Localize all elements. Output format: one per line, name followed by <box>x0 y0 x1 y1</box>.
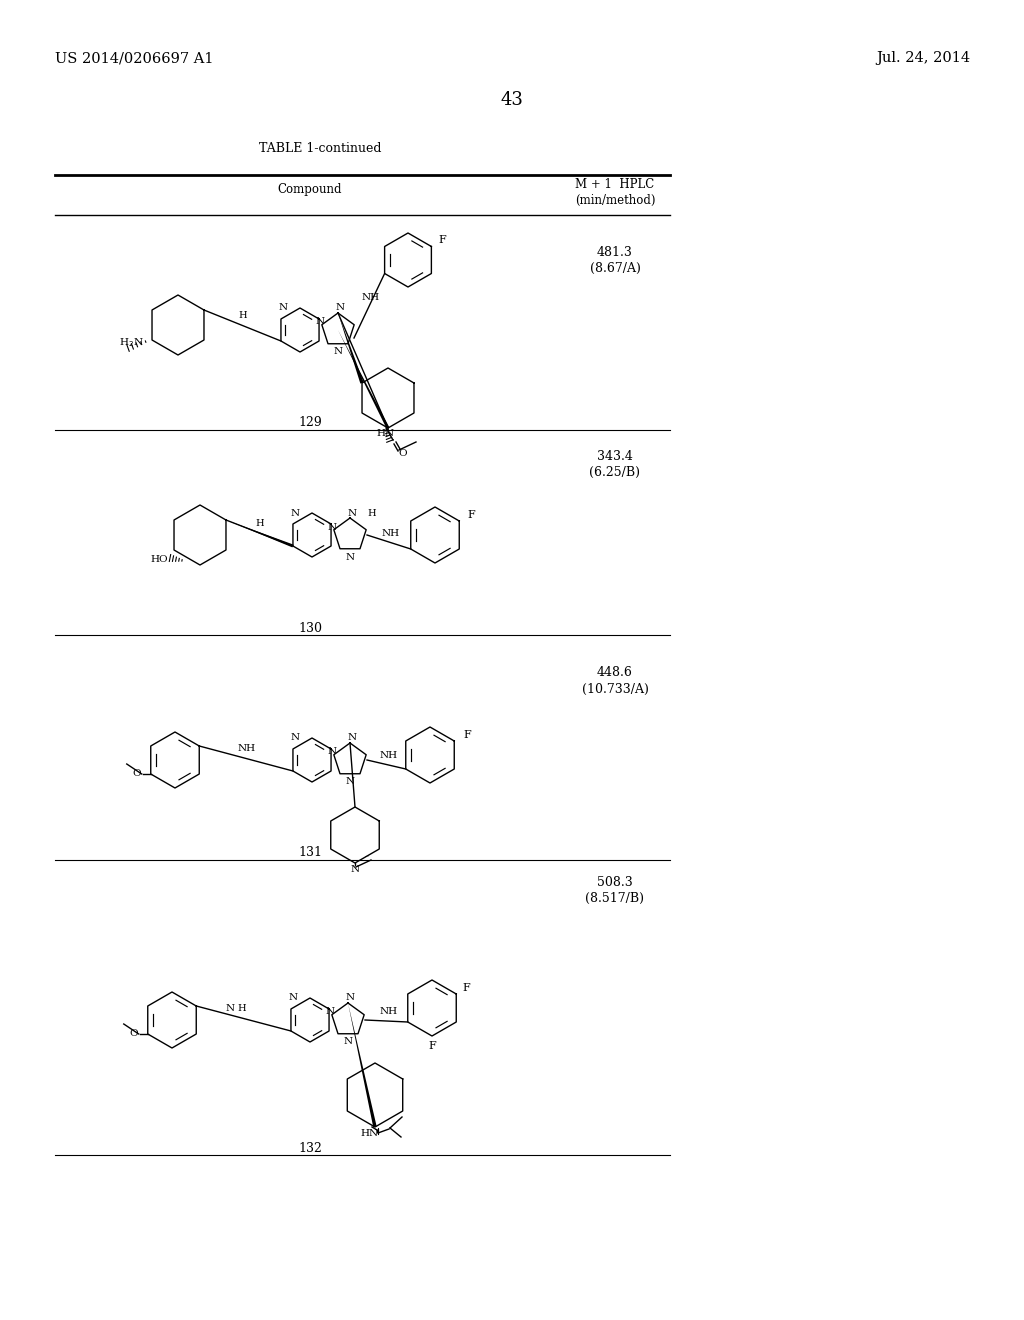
Text: 130: 130 <box>298 622 322 635</box>
Text: 343.4: 343.4 <box>597 450 633 462</box>
Text: H: H <box>368 508 376 517</box>
Text: 508.3: 508.3 <box>597 875 633 888</box>
Text: N: N <box>289 994 298 1002</box>
Text: F: F <box>467 510 475 520</box>
Text: H: H <box>239 312 247 319</box>
Text: NH: NH <box>379 751 397 760</box>
Text: H: H <box>238 1005 246 1012</box>
Text: 129: 129 <box>298 417 322 429</box>
Text: N: N <box>345 994 354 1002</box>
Text: N: N <box>350 866 359 874</box>
Text: (10.733/A): (10.733/A) <box>582 682 648 696</box>
Text: N: N <box>334 347 343 356</box>
Text: Jul. 24, 2014: Jul. 24, 2014 <box>876 51 970 65</box>
Text: HN: HN <box>360 1130 379 1138</box>
Text: 481.3: 481.3 <box>597 246 633 259</box>
Text: F: F <box>463 730 471 741</box>
Text: O: O <box>129 1030 138 1039</box>
Text: N: N <box>279 304 288 313</box>
Polygon shape <box>338 313 364 384</box>
Text: N: N <box>336 304 344 313</box>
Text: F: F <box>438 235 445 246</box>
Text: HN: HN <box>377 429 395 437</box>
Text: F: F <box>462 983 470 993</box>
Text: 132: 132 <box>298 1142 322 1155</box>
Text: TABLE 1-continued: TABLE 1-continued <box>259 141 381 154</box>
Text: M + 1  HPLC: M + 1 HPLC <box>575 178 654 191</box>
Polygon shape <box>338 330 389 429</box>
Text: Compound: Compound <box>278 183 342 197</box>
Text: O: O <box>398 450 408 458</box>
Text: N: N <box>343 1038 352 1047</box>
Text: (8.517/B): (8.517/B) <box>586 891 644 904</box>
Text: NH: NH <box>237 744 255 752</box>
Text: NH: NH <box>361 293 380 302</box>
Text: 43: 43 <box>501 91 523 110</box>
Text: 448.6: 448.6 <box>597 667 633 680</box>
Text: 131: 131 <box>298 846 322 859</box>
Text: HO: HO <box>151 556 168 565</box>
Text: (6.25/B): (6.25/B) <box>590 466 640 479</box>
Text: F: F <box>428 1041 436 1051</box>
Text: N: N <box>345 777 354 787</box>
Text: N: N <box>347 508 356 517</box>
Text: (min/method): (min/method) <box>574 194 655 206</box>
Text: H: H <box>255 519 264 528</box>
Text: NH: NH <box>382 528 400 537</box>
Text: N: N <box>345 553 354 561</box>
Polygon shape <box>348 1003 377 1127</box>
Polygon shape <box>226 520 294 548</box>
Text: US 2014/0206697 A1: US 2014/0206697 A1 <box>55 51 213 65</box>
Text: N: N <box>291 734 300 742</box>
Text: H$_2$N: H$_2$N <box>120 337 144 350</box>
Text: (8.67/A): (8.67/A) <box>590 261 640 275</box>
Polygon shape <box>387 426 389 430</box>
Text: N: N <box>328 747 337 756</box>
Text: O: O <box>132 770 140 779</box>
Text: N: N <box>328 523 337 532</box>
Text: N: N <box>225 1005 234 1012</box>
Text: N: N <box>315 318 325 326</box>
Text: methyl: methyl <box>365 855 370 857</box>
Text: N: N <box>347 734 356 742</box>
Text: N: N <box>291 508 300 517</box>
Text: N: N <box>326 1007 335 1016</box>
Text: NH: NH <box>379 1007 397 1016</box>
